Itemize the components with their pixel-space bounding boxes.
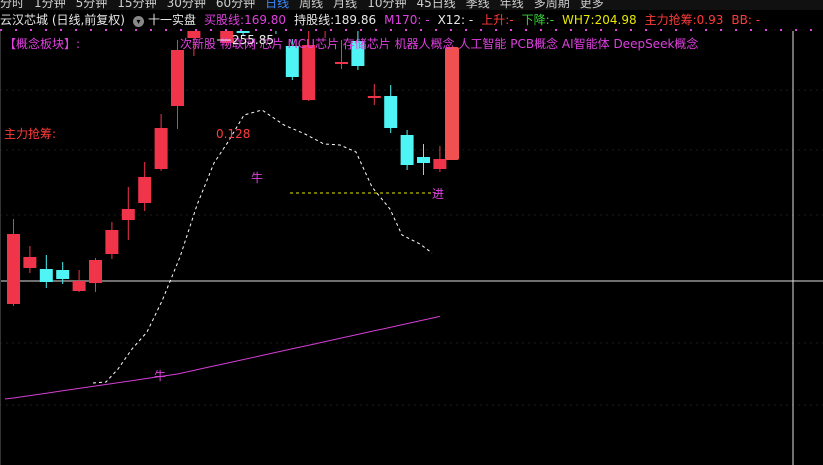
concept-tags: 次新股 物联网 芯片 MCU芯片 存储芯片 机器人概念 人工智能 PCB概念 A… xyxy=(180,36,698,51)
period-tab[interactable]: 分时 xyxy=(0,0,25,10)
jin-marker: 进 xyxy=(432,187,444,201)
candle-body xyxy=(384,96,398,128)
buy-line-label: 买股线: xyxy=(204,13,245,27)
ma-line xyxy=(4,315,441,400)
buy-line-value: 169.80 xyxy=(244,13,287,27)
period-tab[interactable]: 周线 xyxy=(299,0,324,10)
period-tab[interactable]: 年线 xyxy=(499,0,524,10)
m170-value: M170: - xyxy=(384,13,430,27)
period-toolbar: 分时 1分钟 5分钟 15分钟 30分钟 60分钟 日线 周线 月线 10分钟 45日线 季线 年线 多周… xyxy=(0,0,823,10)
period-tab[interactable]: 45日线 xyxy=(416,0,456,10)
period-tab[interactable]: 日线 xyxy=(265,0,290,10)
period-tab[interactable]: 1分钟 xyxy=(34,0,66,10)
chevron-down-icon[interactable]: ▾ xyxy=(133,16,144,27)
candle-body xyxy=(302,45,316,100)
period-tab[interactable]: 10分钟 xyxy=(367,0,407,10)
candle-body xyxy=(105,230,119,254)
candle-body xyxy=(367,96,381,98)
main-grab-value-label: 0.128 xyxy=(216,127,250,141)
niu-marker-2: 牛 xyxy=(154,368,166,383)
main-grab-side-label: 主力抢筹: xyxy=(4,126,56,141)
kline-chart[interactable]: 【概念板块】: 次新股 物联网 芯片 MCU芯片 存储芯片 机器人概念 人工智能… xyxy=(0,31,823,465)
candle-body xyxy=(236,31,250,33)
rise-value: - xyxy=(509,13,514,27)
candle-body xyxy=(39,269,53,282)
concept-label: 【概念板块】: xyxy=(4,36,80,51)
marker-label: 十一实盘 xyxy=(148,13,197,27)
candle-body xyxy=(56,270,70,279)
period-tab[interactable]: 更多 xyxy=(579,0,604,10)
stock-info-bar: 云汉芯城 (日线,前复权) ▾ 十一实盘 买股线:169.80 持股线:189.86 M1… xyxy=(0,11,823,29)
candle-body xyxy=(433,159,447,169)
signal-bar xyxy=(445,47,459,160)
period-tab[interactable]: 60分钟 xyxy=(215,0,256,10)
hold-line-value: 189.86 xyxy=(334,13,377,27)
rise-label: 上升: xyxy=(481,13,510,27)
x12-value: X12: - xyxy=(437,13,474,27)
candle-body xyxy=(23,257,37,268)
candle-body xyxy=(121,209,135,220)
chart-grid xyxy=(0,89,823,406)
candle-body xyxy=(400,135,414,165)
wh7-label: WH7: xyxy=(562,13,595,27)
candle-body xyxy=(7,234,20,304)
fall-label: 下降: xyxy=(521,13,550,27)
main-grab-value: 0.93 xyxy=(696,13,724,27)
candle-body xyxy=(154,128,168,169)
candle-body xyxy=(285,46,299,77)
stock-name: 云汉芯城 (日线,前复权) xyxy=(0,13,125,27)
candle-body xyxy=(89,260,102,283)
period-tab[interactable]: 季线 xyxy=(465,0,490,10)
trend-dashed-line xyxy=(92,109,433,384)
period-tab[interactable]: 5分钟 xyxy=(75,0,108,10)
high-price-label: 255.85 xyxy=(232,33,274,47)
main-grab-label: 主力抢筹: xyxy=(644,13,697,27)
fall-value: - xyxy=(549,13,555,27)
hold-line-label: 持股线: xyxy=(294,13,335,27)
candle-body xyxy=(171,50,184,106)
period-tab[interactable]: 15分钟 xyxy=(117,0,157,10)
candles-group xyxy=(7,31,447,306)
wh7-value: 204.98 xyxy=(594,13,637,27)
candle-body xyxy=(351,41,365,66)
period-tab[interactable]: 多周期 xyxy=(533,0,570,10)
candle-body xyxy=(187,31,201,38)
candle-body xyxy=(138,177,152,203)
candle-body xyxy=(335,62,348,64)
period-tab[interactable]: 30分钟 xyxy=(166,0,206,10)
period-tab[interactable]: 月线 xyxy=(333,0,358,10)
candle-body xyxy=(417,157,430,163)
bb-value: BB: - xyxy=(731,13,761,27)
candle-body xyxy=(72,281,86,291)
niu-marker-1: 牛 xyxy=(251,170,263,185)
